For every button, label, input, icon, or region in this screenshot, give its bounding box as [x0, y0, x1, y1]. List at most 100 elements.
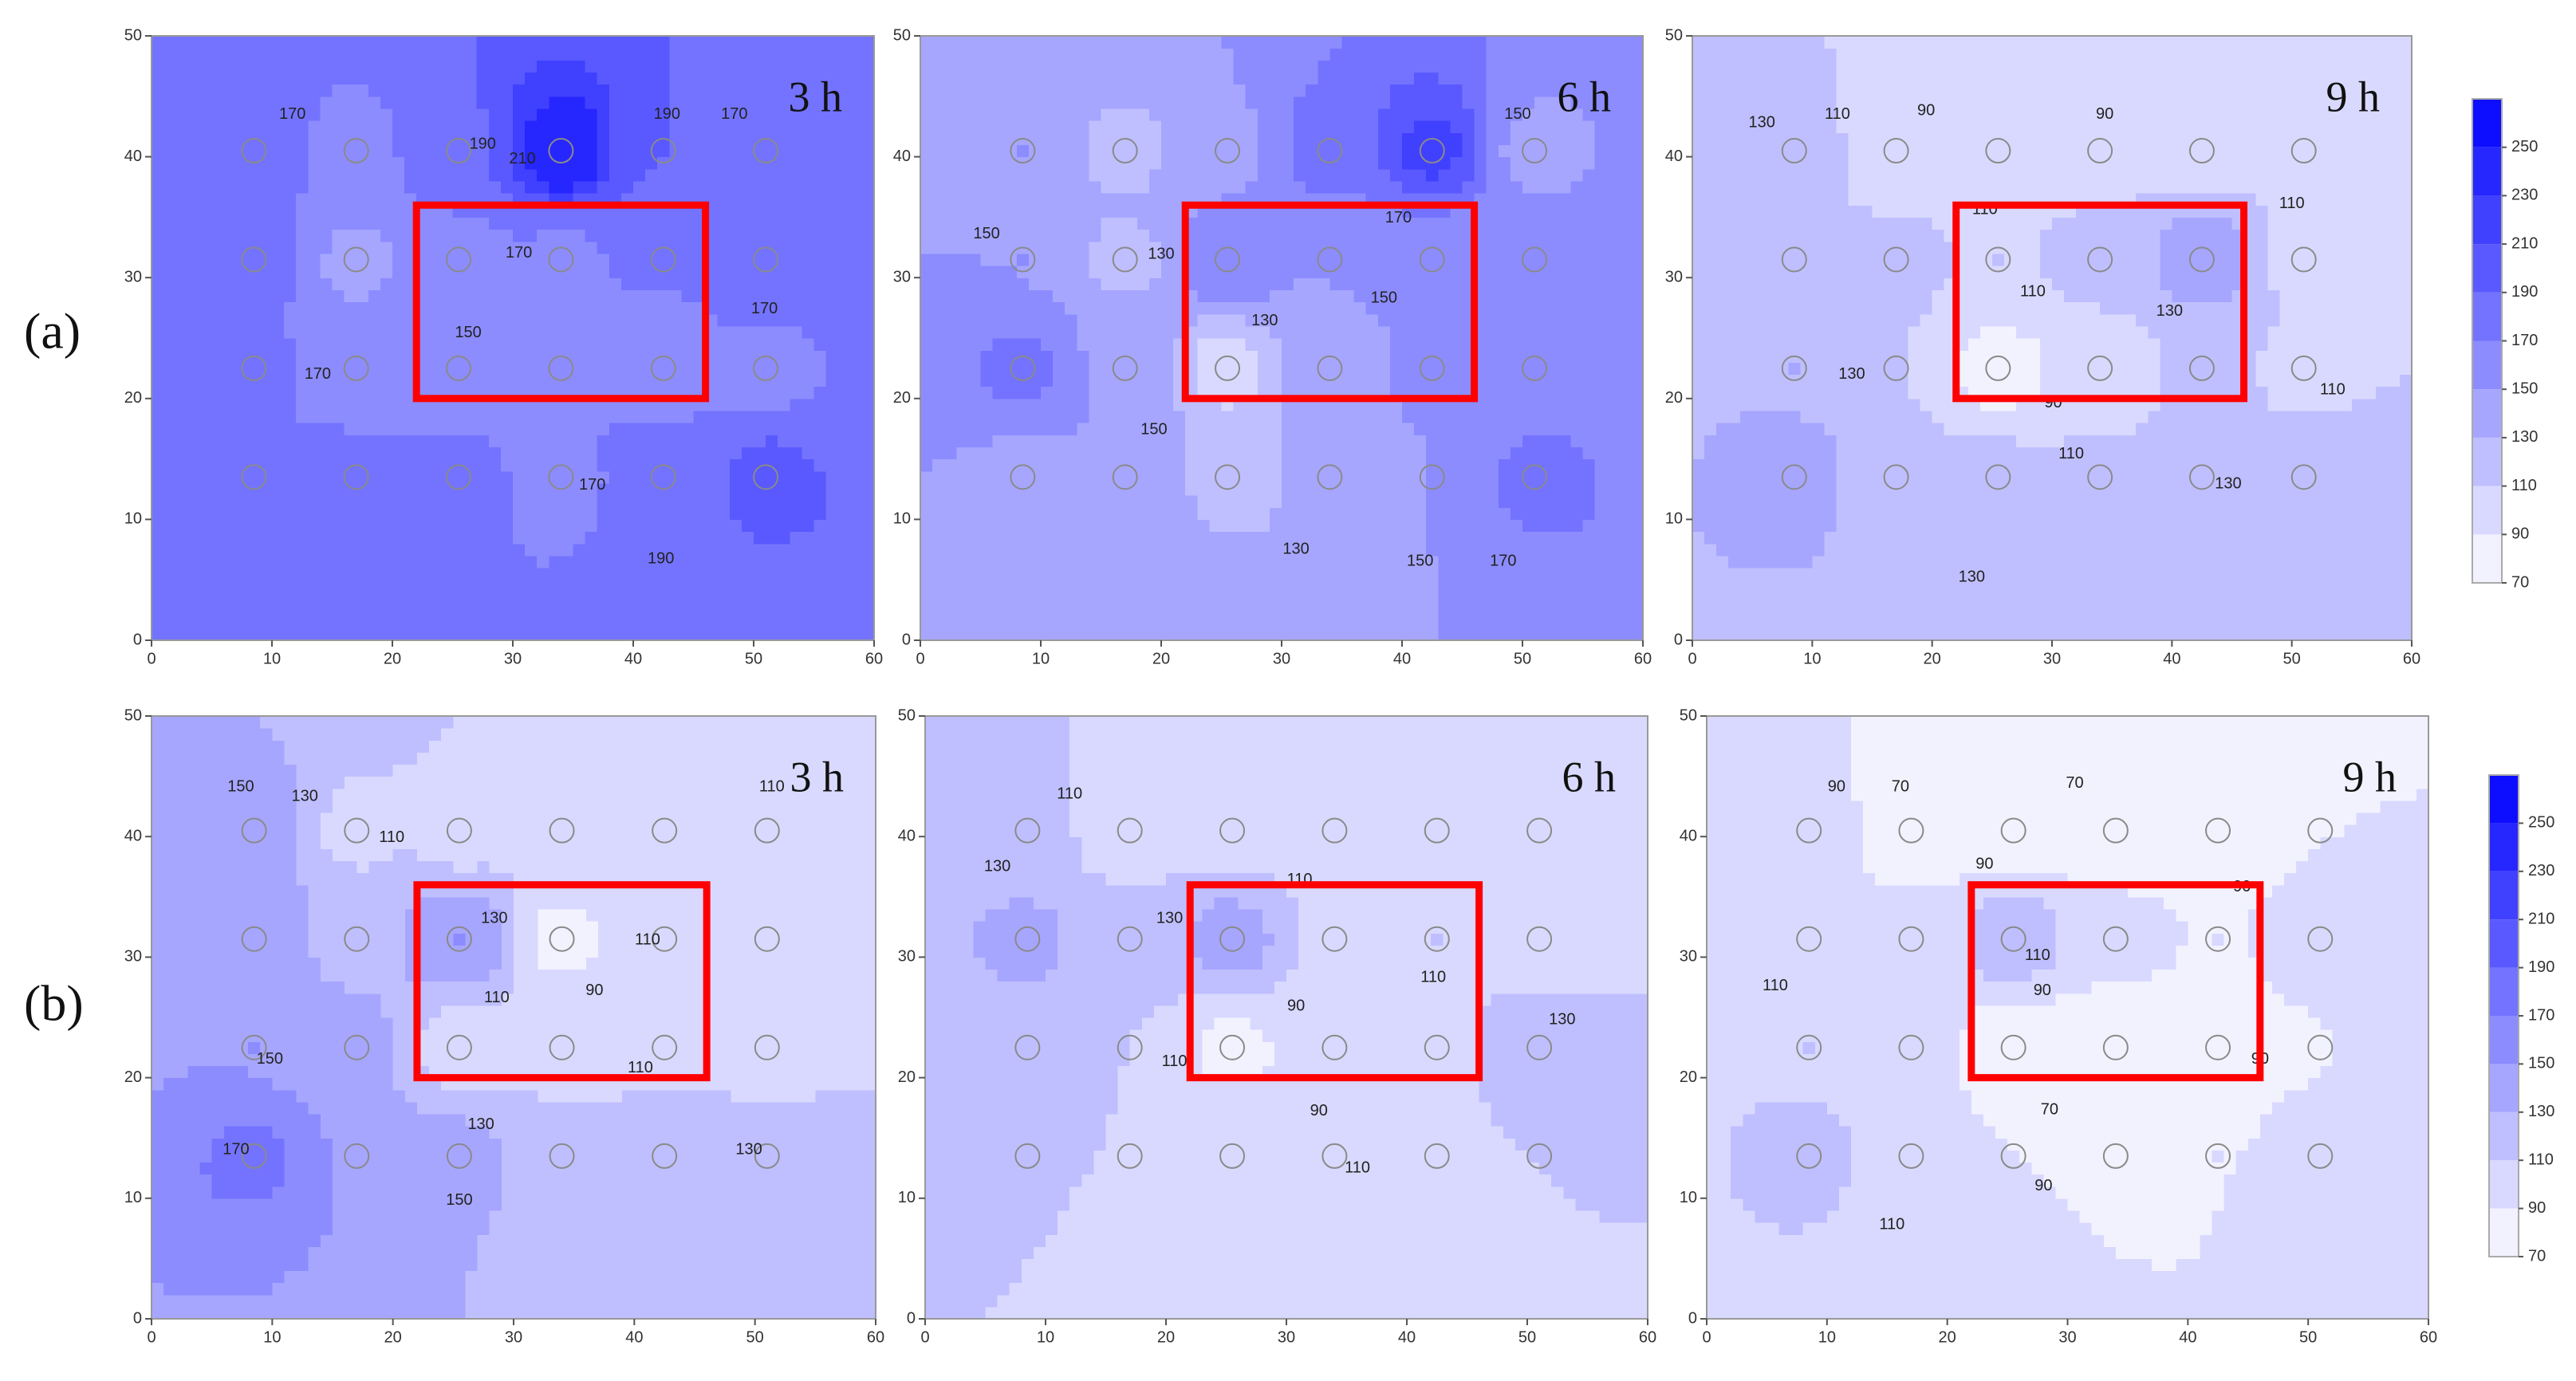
contour-cell [284, 205, 297, 218]
contour-cell [980, 277, 994, 290]
contour-cell [247, 253, 261, 266]
contour-cell [1148, 229, 1162, 242]
contour-cell [1161, 60, 1174, 73]
contour-cell [956, 36, 969, 49]
contour-cell [920, 277, 933, 290]
contour-cell [513, 289, 526, 303]
contour-cell [187, 338, 200, 351]
contour-cell [284, 156, 297, 170]
contour-cell [163, 217, 176, 230]
contour-cell [802, 458, 815, 472]
contour-cell [392, 470, 405, 484]
contour-cell [525, 568, 538, 580]
contour-cell [1016, 592, 1030, 605]
contour-cell [187, 72, 200, 85]
contour-cell [754, 555, 766, 569]
contour-cell [1353, 36, 1367, 49]
contour-cell [1077, 507, 1089, 520]
contour-cell [284, 435, 297, 448]
contour-cell [944, 592, 957, 605]
contour-cell [199, 96, 213, 109]
contour-cell [980, 447, 994, 460]
contour-cell [681, 217, 695, 230]
contour-cell [1125, 301, 1138, 315]
contour-cell [308, 132, 321, 146]
contour-cell [440, 568, 454, 580]
contour-cell [272, 519, 285, 533]
contour-cell [428, 253, 441, 266]
contour-cell [259, 592, 273, 605]
contour-cell [1028, 592, 1042, 605]
contour-cell [1353, 96, 1367, 109]
contour-cell [1089, 241, 1102, 254]
contour-cell [932, 48, 945, 61]
contour-cell [645, 423, 658, 435]
contour-cell [1197, 84, 1210, 97]
contour-cell [223, 470, 237, 484]
contour-cell [259, 36, 273, 49]
contour-cell [199, 313, 213, 327]
contour-cell [980, 132, 994, 146]
contour-cell [296, 96, 309, 109]
contour-cell [944, 543, 957, 557]
contour-cell [488, 568, 502, 580]
contour-cell [296, 495, 309, 508]
contour-cell [452, 447, 466, 460]
contour-cell [992, 543, 1006, 557]
contour-cell [1185, 96, 1198, 109]
contour-cell [849, 555, 863, 569]
contour-cell [1113, 435, 1126, 448]
contour-cell [152, 266, 164, 278]
contour-cell [992, 96, 1006, 109]
contour-cell [1016, 628, 1030, 641]
contour-cell [1197, 458, 1210, 472]
contour-cell [259, 156, 273, 170]
contour-cell [428, 217, 441, 230]
contour-cell [1245, 628, 1258, 641]
contour-cell [992, 423, 1006, 435]
contour-cell [778, 507, 790, 520]
contour-cell [416, 180, 429, 194]
contour-cell [1209, 108, 1223, 121]
contour-cell [332, 482, 345, 496]
contour-cell [837, 507, 851, 520]
contour-cell [1148, 398, 1162, 411]
contour-cell [296, 156, 309, 170]
contour-cell [488, 132, 502, 146]
contour-cell [440, 435, 454, 448]
contour-cell [729, 36, 742, 49]
contour-cell [175, 144, 188, 158]
contour-cell [223, 266, 237, 278]
contour-cell [1294, 495, 1306, 508]
contour-cell [488, 362, 502, 376]
contour-cell [1365, 72, 1379, 85]
contour-cell [837, 60, 851, 73]
contour-cell [657, 253, 670, 266]
contour-cell [705, 410, 719, 423]
contour-cell [609, 555, 622, 569]
contour-cell [620, 60, 634, 73]
contour-cell [620, 241, 634, 254]
contour-cell [380, 580, 393, 592]
contour-cell [597, 410, 610, 423]
contour-cell [235, 482, 249, 496]
contour-cell [1318, 120, 1330, 133]
contour-cell [1209, 543, 1223, 557]
contour-cell [259, 60, 273, 73]
contour-cell [1341, 447, 1355, 460]
contour-cell [741, 531, 754, 545]
contour-cell [645, 410, 658, 423]
contour-cell [1161, 72, 1174, 85]
contour-cell [272, 543, 285, 557]
contour-cell [825, 374, 839, 388]
contour-cell [1113, 604, 1126, 617]
contour-cell [392, 592, 405, 605]
contour-cell [920, 555, 933, 569]
contour-cell [452, 289, 466, 303]
contour-cell [669, 447, 682, 460]
contour-cell [163, 205, 176, 218]
contour-cell [392, 555, 405, 569]
contour-cell [1136, 313, 1150, 327]
contour-cell [573, 338, 586, 351]
contour-cell [332, 398, 345, 411]
